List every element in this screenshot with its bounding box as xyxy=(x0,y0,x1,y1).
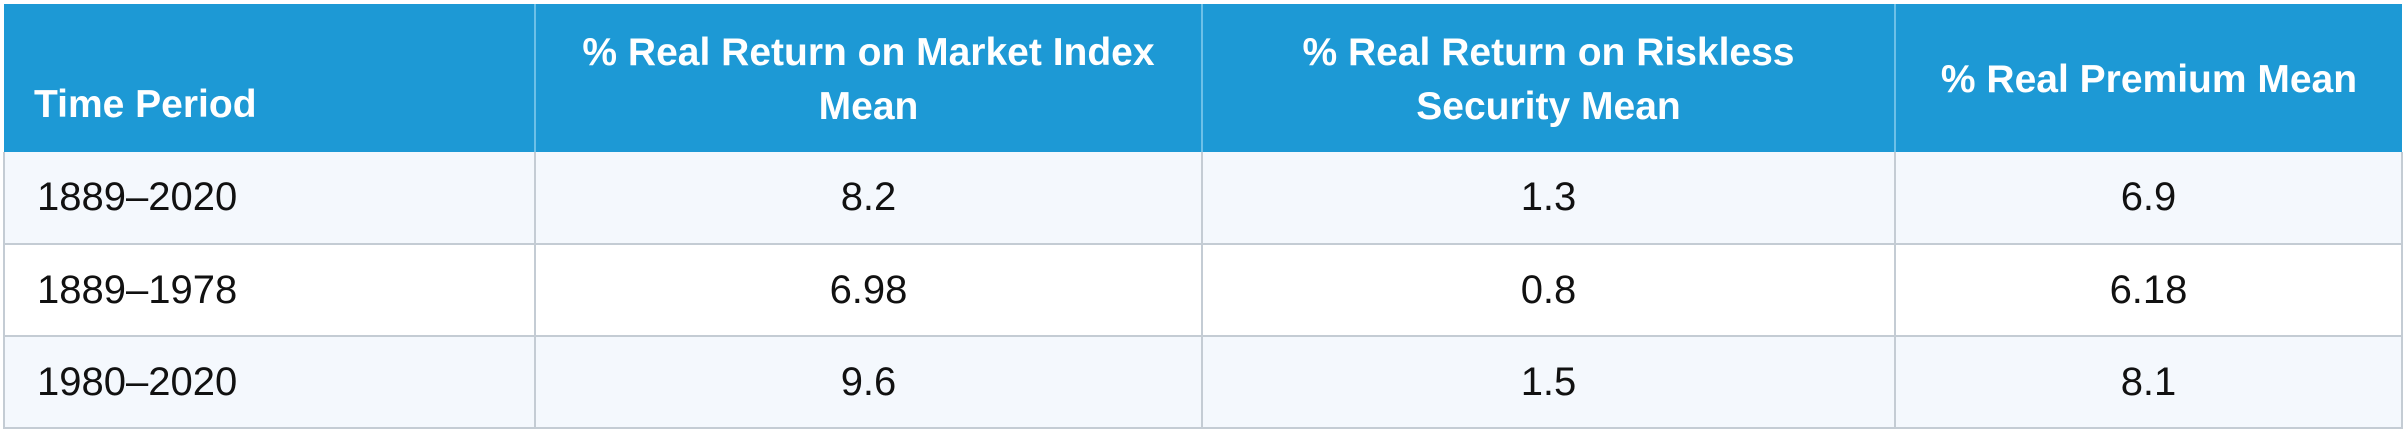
cell-market-index-mean: 6.98 xyxy=(535,244,1203,337)
header-real-premium-mean: % Real Premium Mean xyxy=(1895,4,2402,152)
table-row: 1889–2020 8.2 1.3 6.9 xyxy=(3,152,2403,245)
header-row: Time Period % Real Return on Market Inde… xyxy=(4,4,2402,152)
header-time-period: Time Period xyxy=(4,4,536,152)
cell-real-premium-mean: 8.1 xyxy=(1895,336,2403,429)
cell-time-period: 1889–1978 xyxy=(3,244,536,337)
cell-market-index-mean: 9.6 xyxy=(535,336,1203,429)
returns-table: Time Period % Real Return on Market Inde… xyxy=(3,4,2403,429)
table-header: Time Period % Real Return on Market Inde… xyxy=(4,4,2402,152)
table-row: 1980–2020 9.6 1.5 8.1 xyxy=(3,336,2403,429)
cell-market-index-mean: 8.2 xyxy=(535,152,1203,245)
cell-riskless-security-mean: 0.8 xyxy=(1202,244,1896,337)
returns-table-container: Time Period % Real Return on Market Inde… xyxy=(3,4,2403,429)
cell-riskless-security-mean: 1.3 xyxy=(1202,152,1896,245)
table-row: 1889–1978 6.98 0.8 6.18 xyxy=(3,244,2403,337)
header-riskless-security-mean: % Real Return on Riskless Security Mean xyxy=(1202,4,1896,152)
cell-time-period: 1980–2020 xyxy=(3,336,536,429)
cell-time-period: 1889–2020 xyxy=(3,152,536,245)
cell-riskless-security-mean: 1.5 xyxy=(1202,336,1896,429)
cell-real-premium-mean: 6.18 xyxy=(1895,244,2403,337)
cell-real-premium-mean: 6.9 xyxy=(1895,152,2403,245)
header-market-index-mean: % Real Return on Market Index Mean xyxy=(535,4,1203,152)
table-body: 1889–2020 8.2 1.3 6.9 1889–1978 6.98 0.8… xyxy=(3,152,2403,429)
